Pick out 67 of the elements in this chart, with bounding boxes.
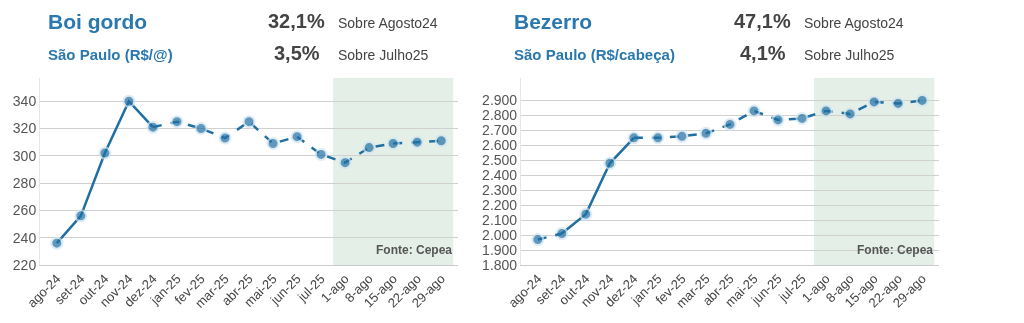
point — [338, 156, 352, 170]
point — [314, 147, 328, 161]
text: 32,1% — [268, 10, 325, 32]
point — [795, 111, 809, 125]
y-tick-label: 2.900 — [482, 92, 518, 109]
y-tick-label: 2.400 — [482, 167, 518, 184]
point — [891, 96, 905, 110]
point — [699, 126, 713, 140]
point — [362, 141, 376, 155]
y-tick-label: 340 — [12, 93, 37, 110]
y-tick-label: 2.100 — [482, 212, 518, 229]
y-tick-label: 240 — [12, 229, 37, 246]
point — [50, 236, 64, 250]
point — [410, 135, 424, 149]
point — [290, 130, 304, 144]
point — [675, 129, 689, 143]
y-tick-label: 2.000 — [482, 226, 518, 243]
point — [747, 104, 761, 118]
point — [555, 227, 569, 241]
text: Sobre Julho25 — [804, 47, 895, 63]
y-tick-label: 280 — [12, 175, 37, 191]
point — [531, 233, 545, 247]
text: 3,5% — [274, 42, 320, 64]
point — [723, 117, 737, 131]
text: Sobre Agosto24 — [338, 15, 438, 31]
point — [194, 122, 208, 135]
text: 4,1% — [740, 42, 786, 64]
chart-title: Boi gordo — [48, 10, 148, 33]
text: Sobre Julho25 — [338, 47, 429, 63]
y-tick-label: 260 — [12, 202, 37, 219]
point — [74, 209, 88, 223]
point — [579, 207, 593, 221]
y-tick-label: 320 — [12, 120, 37, 137]
y-tick-label: 2.500 — [482, 152, 518, 169]
y-tick-label: 1.900 — [482, 241, 518, 258]
y-tick-label: 2.200 — [482, 197, 518, 214]
point — [98, 146, 112, 160]
point — [434, 134, 448, 148]
text: Sobre Agosto24 — [804, 15, 904, 31]
point — [843, 107, 857, 121]
point — [603, 156, 617, 170]
chart-subtitle: São Paulo (R$/@) — [48, 46, 173, 63]
annotation: Fonte: Cepea — [376, 243, 453, 257]
y-tick-label: 300 — [12, 147, 37, 164]
point — [266, 137, 280, 151]
chart-subtitle: São Paulo (R$/cabeça) — [514, 46, 675, 63]
point — [386, 137, 400, 151]
point — [819, 104, 833, 118]
point — [122, 94, 136, 108]
y-tick-label: 2.600 — [482, 137, 518, 154]
text: 47,1% — [734, 10, 791, 32]
point — [170, 115, 184, 129]
y-tick-label: 2.700 — [482, 122, 518, 139]
point — [242, 115, 256, 129]
y-tick-label: 1.800 — [482, 256, 518, 273]
point — [771, 113, 785, 127]
y-tick-label: 2.800 — [482, 107, 518, 124]
point — [867, 95, 881, 109]
point — [651, 131, 665, 145]
point — [146, 120, 160, 134]
annotation: Fonte: Cepea — [857, 243, 934, 257]
point — [218, 131, 232, 145]
point — [915, 93, 929, 107]
y-tick-label: 220 — [12, 256, 37, 273]
chart-title: Bezerro — [514, 10, 593, 33]
point — [627, 131, 641, 145]
y-tick-label: 2.300 — [482, 182, 518, 199]
